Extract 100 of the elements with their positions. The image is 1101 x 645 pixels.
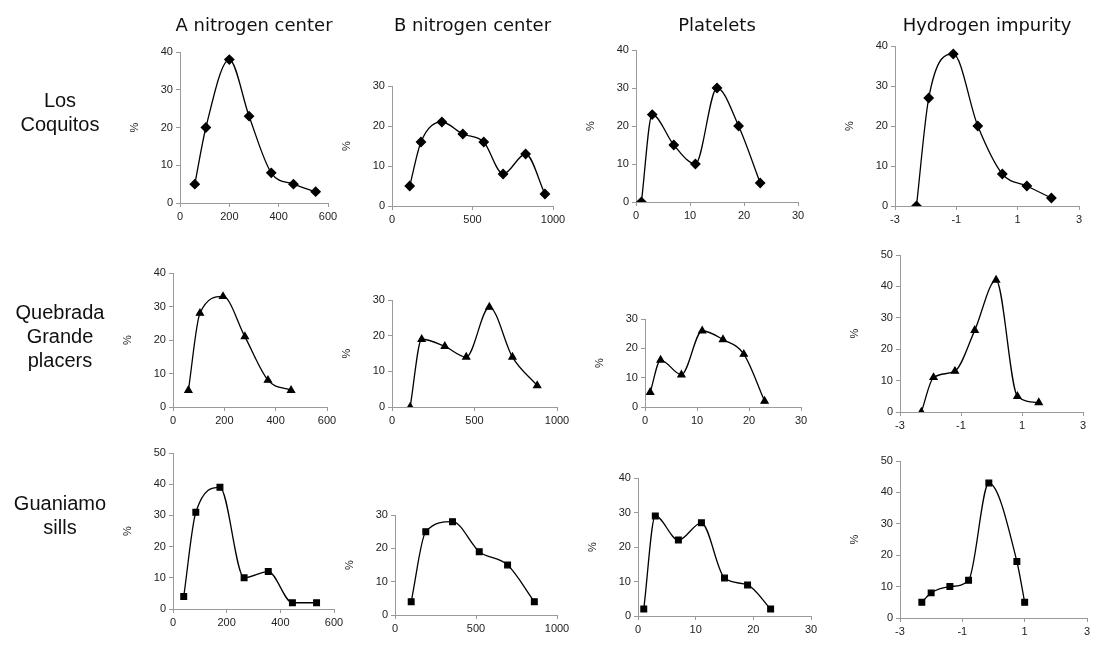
x-tick-label: 10 — [689, 622, 702, 635]
text: Guaniamo sills — [12, 491, 108, 539]
y-tick-label: 40 — [616, 43, 629, 56]
x-tick-label: 0 — [388, 212, 396, 225]
point — [533, 380, 542, 389]
y-tick-label: 20 — [372, 119, 385, 132]
x-tick-label: -3 — [890, 212, 900, 225]
y-tick-label: 40 — [153, 477, 166, 490]
point — [530, 598, 538, 606]
y-tick-label: 30 — [153, 299, 166, 312]
point — [690, 158, 701, 170]
x-tick-label: 400 — [269, 209, 288, 222]
y-tick-label: 20 — [375, 541, 388, 554]
y-tick-label: 30 — [372, 79, 385, 92]
y-axis-title: % — [127, 122, 140, 133]
y-tick-label: 50 — [153, 446, 166, 459]
point — [677, 370, 686, 378]
x-tick-label: 1000 — [544, 621, 570, 634]
y-tick-label: 0 — [159, 400, 166, 413]
y-tick-label: 30 — [625, 312, 638, 325]
point — [991, 275, 1001, 283]
point — [927, 589, 935, 597]
y-tick-label: 30 — [372, 293, 385, 306]
y-tick-label: 20 — [153, 539, 166, 552]
point — [972, 120, 983, 132]
point — [733, 120, 744, 132]
point — [697, 519, 705, 527]
x-tick-label: 0 — [641, 413, 649, 426]
text: Los Coquitos — [19, 87, 101, 136]
y-tick-label: 20 — [372, 328, 385, 341]
x-tick-label: 10 — [683, 208, 697, 221]
point — [263, 375, 273, 383]
point — [646, 387, 655, 395]
x-tick-label: 400 — [271, 615, 290, 628]
x-tick-label: 500 — [465, 413, 484, 426]
y-tick-label: 0 — [631, 400, 638, 413]
x-tick-label: 200 — [220, 209, 239, 222]
point — [497, 168, 509, 180]
point — [180, 593, 188, 600]
x-tick-label: 3 — [1079, 418, 1087, 431]
point — [407, 598, 415, 606]
point — [997, 168, 1008, 180]
point — [767, 605, 775, 613]
x-tick-label: 1 — [1018, 418, 1026, 431]
point — [415, 136, 427, 148]
point — [189, 178, 200, 190]
point — [965, 576, 973, 584]
y-tick-label: 10 — [372, 159, 385, 172]
y-tick-label: 30 — [616, 81, 629, 94]
y-tick-label: 10 — [153, 366, 166, 379]
x-tick-label: 500 — [463, 212, 482, 225]
point — [288, 599, 296, 607]
y-tick-label: 0 — [881, 199, 888, 212]
point — [462, 352, 471, 360]
point — [647, 109, 658, 120]
x-tick-label: 0 — [391, 621, 399, 634]
y-axis-title: % — [842, 120, 855, 131]
point — [508, 352, 517, 360]
x-tick-label: 1000 — [544, 413, 570, 426]
y-tick-label: 30 — [375, 508, 388, 521]
x-tick-label: 3 — [1075, 212, 1083, 225]
x-tick-label: 30 — [804, 622, 818, 635]
point — [440, 341, 449, 350]
y-tick-label: 40 — [880, 279, 893, 292]
point — [739, 349, 748, 357]
point — [651, 512, 659, 520]
y-tick-label: 10 — [160, 158, 173, 171]
y-tick-label: 10 — [618, 574, 631, 587]
point — [436, 116, 448, 128]
y-tick-label: 0 — [378, 199, 385, 212]
point — [929, 372, 938, 381]
point — [286, 385, 296, 393]
point — [539, 188, 551, 200]
y-tick-label: 40 — [618, 471, 631, 484]
x-tick-label: 30 — [791, 208, 805, 221]
y-axis-title: % — [592, 357, 605, 368]
point — [218, 291, 228, 300]
point — [216, 483, 224, 491]
point — [310, 186, 321, 197]
x-tick-label: 200 — [215, 413, 234, 426]
y-tick-label: 10 — [372, 364, 385, 377]
point — [656, 355, 665, 363]
point — [200, 122, 212, 133]
chart-title: A nitrogen center — [175, 14, 333, 35]
point — [243, 111, 255, 122]
point — [449, 518, 456, 526]
x-tick-label: 1000 — [540, 212, 566, 225]
y-tick-label: 10 — [616, 157, 629, 170]
text: Quebrada Grande placers — [14, 300, 106, 372]
x-tick-label: 500 — [466, 621, 486, 634]
y-tick-label: 40 — [875, 39, 888, 52]
point — [948, 48, 959, 60]
x-tick-label: 20 — [747, 622, 760, 635]
y-tick-label: 20 — [618, 540, 631, 553]
x-tick-label: 30 — [794, 413, 808, 426]
point — [195, 308, 205, 316]
point — [313, 599, 321, 607]
point — [923, 92, 934, 104]
y-axis-title: % — [585, 541, 598, 552]
point — [640, 605, 648, 613]
